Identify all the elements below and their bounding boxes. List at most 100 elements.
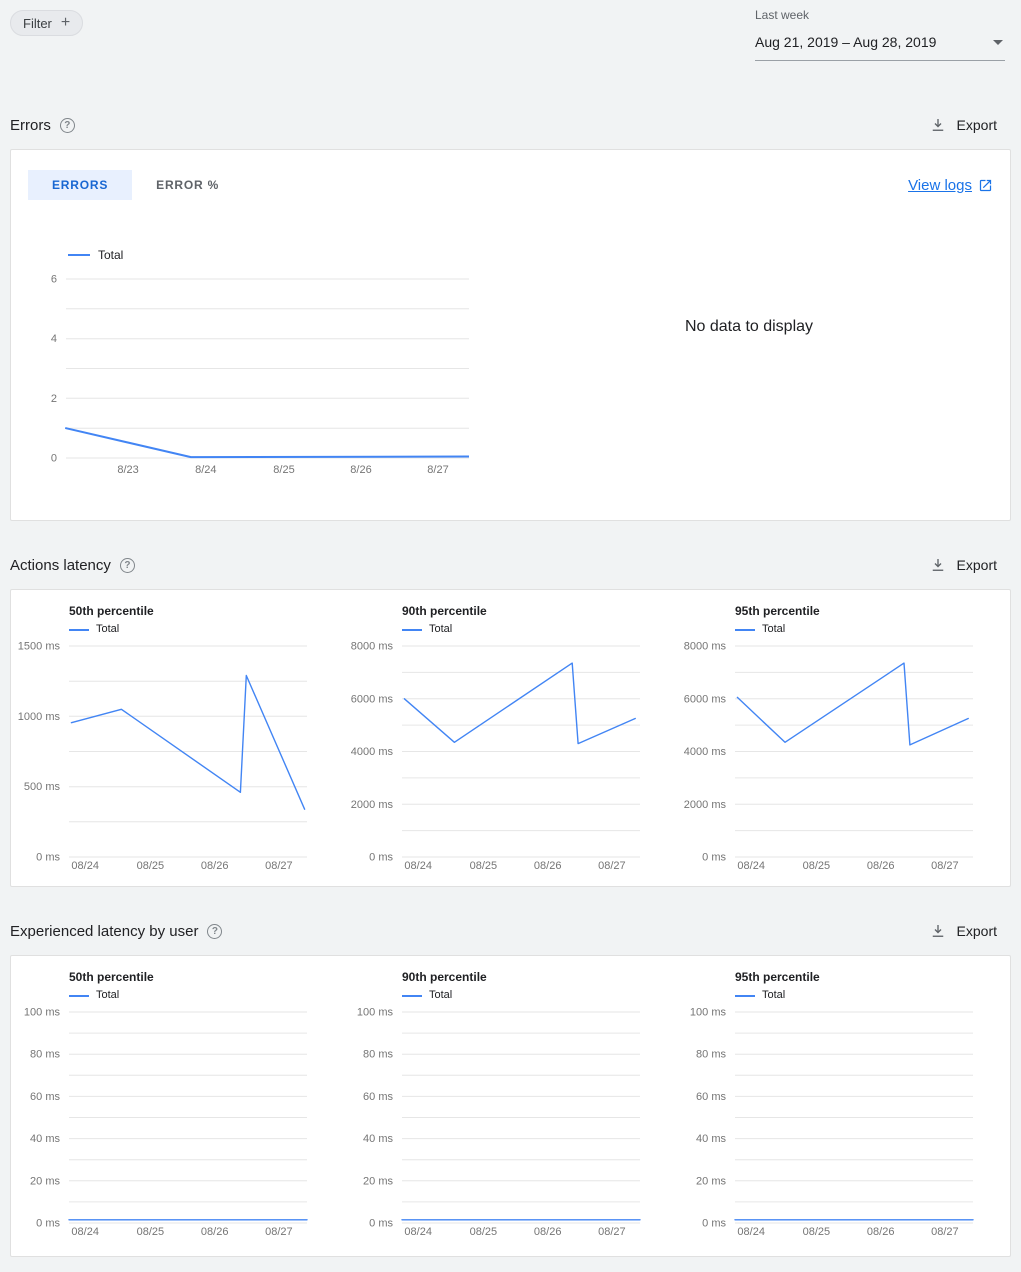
tab-errors[interactable]: ERRORS bbox=[28, 170, 133, 200]
svg-text:100 ms: 100 ms bbox=[24, 1007, 61, 1019]
filter-button[interactable]: Filter + bbox=[10, 10, 84, 36]
svg-text:8/23: 8/23 bbox=[117, 464, 138, 476]
svg-text:08/24: 08/24 bbox=[404, 1226, 432, 1238]
svg-text:08/25: 08/25 bbox=[803, 1226, 831, 1238]
svg-text:60 ms: 60 ms bbox=[363, 1091, 393, 1103]
svg-text:8000 ms: 8000 ms bbox=[684, 641, 727, 653]
section-title: Experienced latency by user bbox=[10, 922, 199, 940]
svg-text:8/26: 8/26 bbox=[350, 464, 371, 476]
export-button[interactable]: Export bbox=[929, 116, 997, 134]
svg-text:60 ms: 60 ms bbox=[696, 1091, 726, 1103]
svg-text:08/25: 08/25 bbox=[803, 860, 831, 872]
svg-text:08/26: 08/26 bbox=[867, 860, 895, 872]
svg-text:08/24: 08/24 bbox=[71, 860, 99, 872]
help-icon[interactable]: ? bbox=[119, 557, 135, 573]
svg-text:8/24: 8/24 bbox=[195, 464, 216, 476]
latency-chart-90th: 90th percentile Total 0 ms 20 ms 40 ms 60 m… bbox=[344, 971, 644, 1256]
line-chart: 0 ms 20 ms 40 ms 60 ms 80 ms 100 ms 08/24 08/25… bbox=[344, 1003, 644, 1239]
legend-swatch bbox=[402, 994, 422, 997]
errors-body: Total 0 2 4 6 8/23 8/24 8/25 8/26 8/27 No data t… bbox=[11, 236, 1010, 477]
view-logs-label: View logs bbox=[908, 176, 972, 194]
latency-chart-95th: 95th percentile Total 0 ms 20 ms 40 ms 60 m… bbox=[677, 971, 977, 1256]
help-icon[interactable]: ? bbox=[207, 923, 223, 939]
no-data-message: No data to display bbox=[684, 317, 814, 335]
errors-card: ERRORS ERROR % View logs Total 0 2 4 6 8/23 8… bbox=[10, 149, 1011, 521]
export-button[interactable]: Export bbox=[929, 556, 997, 574]
chart-title: 90th percentile bbox=[402, 970, 487, 984]
toolbar: Filter + Last week Aug 21, 2019 – Aug 28… bbox=[0, 0, 1021, 63]
svg-text:0 ms: 0 ms bbox=[702, 852, 726, 864]
section-title-group: Actions latency ? bbox=[10, 557, 135, 574]
svg-text:4000 ms: 4000 ms bbox=[351, 746, 394, 758]
svg-text:08/27: 08/27 bbox=[931, 1226, 959, 1238]
svg-text:08/24: 08/24 bbox=[737, 860, 765, 872]
legend-label: Total bbox=[429, 623, 453, 635]
svg-text:8/25: 8/25 bbox=[273, 464, 294, 476]
svg-text:08/25: 08/25 bbox=[137, 1226, 165, 1238]
errors-tabs: ERRORS ERROR % View logs bbox=[11, 150, 1010, 200]
svg-text:0 ms: 0 ms bbox=[702, 1218, 726, 1230]
svg-text:6000 ms: 6000 ms bbox=[684, 693, 727, 705]
svg-text:0 ms: 0 ms bbox=[36, 1218, 60, 1230]
latency-chart-50th: 50th percentile Total 0 ms 20 ms 40 ms 60 m… bbox=[11, 971, 311, 1256]
legend-swatch bbox=[69, 628, 89, 631]
chart-title: 95th percentile bbox=[735, 604, 820, 618]
user-latency-section-header: Experienced latency by user ? Export bbox=[10, 919, 997, 943]
svg-text:08/26: 08/26 bbox=[534, 860, 562, 872]
svg-text:0 ms: 0 ms bbox=[369, 1218, 393, 1230]
section-title-group: Errors ? bbox=[10, 117, 75, 134]
line-chart: 0 ms 20 ms 40 ms 60 ms 80 ms 100 ms 08/24 08/25… bbox=[677, 1003, 977, 1239]
help-icon[interactable]: ? bbox=[59, 117, 75, 133]
svg-text:08/26: 08/26 bbox=[201, 860, 229, 872]
svg-text:08/25: 08/25 bbox=[470, 860, 498, 872]
chart-title: 50th percentile bbox=[69, 604, 154, 618]
open-in-new-icon bbox=[979, 179, 992, 191]
download-icon bbox=[932, 119, 943, 131]
errors-chart-area: Total 0 2 4 6 8/23 8/24 8/25 8/26 8/27 bbox=[11, 236, 488, 477]
view-logs-link[interactable]: View logs bbox=[908, 177, 993, 194]
svg-text:8/27: 8/27 bbox=[427, 464, 448, 476]
section-title: Errors bbox=[10, 116, 51, 134]
export-label: Export bbox=[956, 923, 997, 939]
svg-text:4: 4 bbox=[51, 333, 57, 345]
svg-text:2: 2 bbox=[51, 393, 57, 405]
date-range-value: Aug 21, 2019 – Aug 28, 2019 bbox=[755, 34, 937, 50]
legend-label: Total bbox=[98, 248, 124, 262]
svg-text:08/24: 08/24 bbox=[404, 860, 432, 872]
chart-legend: Total bbox=[69, 990, 311, 1001]
chart-legend: Total bbox=[735, 624, 977, 635]
latency-chart-95th: 95th percentile Total 0 ms 2000 ms 4000 ms… bbox=[677, 605, 977, 886]
svg-text:08/24: 08/24 bbox=[737, 1226, 765, 1238]
tab-error-percent[interactable]: ERROR % bbox=[132, 170, 243, 200]
svg-text:0 ms: 0 ms bbox=[369, 852, 393, 864]
errors-line-chart: 0 2 4 6 8/23 8/24 8/25 8/26 8/27 bbox=[48, 272, 470, 477]
legend-swatch bbox=[735, 994, 755, 997]
svg-text:08/26: 08/26 bbox=[201, 1226, 229, 1238]
filter-label: Filter bbox=[23, 15, 52, 31]
legend-label: Total bbox=[762, 623, 786, 635]
svg-text:20 ms: 20 ms bbox=[30, 1175, 60, 1187]
svg-text:2000 ms: 2000 ms bbox=[684, 799, 727, 811]
export-button[interactable]: Export bbox=[929, 922, 997, 940]
legend-label: Total bbox=[96, 989, 120, 1001]
svg-text:40 ms: 40 ms bbox=[696, 1133, 726, 1145]
svg-text:1500 ms: 1500 ms bbox=[18, 641, 61, 653]
chart-legend: Total bbox=[402, 624, 644, 635]
user-latency-card: 50th percentile Total 0 ms 20 ms 40 ms 60 m… bbox=[10, 955, 1011, 1257]
date-range-select[interactable]: Last week Aug 21, 2019 – Aug 28, 2019 bbox=[755, 8, 1005, 61]
svg-text:08/27: 08/27 bbox=[265, 1226, 293, 1238]
legend-swatch bbox=[69, 994, 89, 997]
svg-text:0 ms: 0 ms bbox=[36, 852, 60, 864]
svg-text:40 ms: 40 ms bbox=[363, 1133, 393, 1145]
svg-text:4000 ms: 4000 ms bbox=[684, 746, 727, 758]
date-range-row: Aug 21, 2019 – Aug 28, 2019 bbox=[755, 34, 1005, 61]
svg-text:08/24: 08/24 bbox=[71, 1226, 99, 1238]
svg-text:08/25: 08/25 bbox=[470, 1226, 498, 1238]
svg-text:80 ms: 80 ms bbox=[30, 1049, 60, 1061]
legend-swatch bbox=[68, 254, 90, 256]
line-chart: 0 ms 20 ms 40 ms 60 ms 80 ms 100 ms 08/24 08/25… bbox=[11, 1003, 311, 1239]
chart-legend: Total bbox=[402, 990, 644, 1001]
svg-text:6000 ms: 6000 ms bbox=[351, 693, 394, 705]
svg-text:40 ms: 40 ms bbox=[30, 1133, 60, 1145]
svg-text:08/27: 08/27 bbox=[598, 1226, 626, 1238]
